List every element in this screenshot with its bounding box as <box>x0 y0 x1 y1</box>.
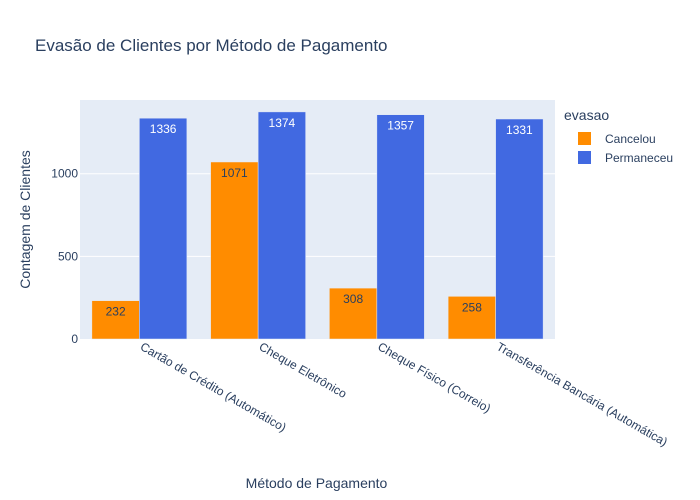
bar <box>91 300 140 340</box>
bars-group: 232 1336 1071 1374 308 1357 258 1331 <box>91 111 544 340</box>
bar-value-label: 258 <box>462 300 482 314</box>
bar <box>329 287 378 340</box>
y-tick-label: 1000 <box>51 167 78 181</box>
legend-item-label: Permaneceu <box>605 151 673 165</box>
x-axis-title: Método de Pagamento <box>246 475 388 491</box>
bar-value-label: 232 <box>106 305 126 319</box>
bar <box>210 161 259 340</box>
bar <box>257 111 306 340</box>
y-axis-ticks: 0 500 1000 <box>51 167 78 346</box>
x-axis-ticks: Cartão de Crédito (Automático)Cheque Ele… <box>138 339 670 449</box>
bar-value-label: 1331 <box>506 123 533 137</box>
x-tick-label: Transferência Bancária (Automática) <box>494 339 670 449</box>
x-tick-label: Cheque Físico (Correio) <box>375 339 493 415</box>
bar <box>376 114 425 340</box>
bar <box>447 296 496 340</box>
bar <box>495 118 544 340</box>
x-tick-label: Cheque Eletrônico <box>257 339 350 401</box>
bar-value-label: 1357 <box>387 119 414 133</box>
bar-value-label: 1336 <box>150 122 177 136</box>
y-tick-label: 0 <box>71 332 78 346</box>
bar-value-label: 1374 <box>269 116 296 130</box>
chart-title: Evasão de Clientes por Método de Pagamen… <box>35 36 388 55</box>
bar-value-label: 1071 <box>221 166 248 180</box>
legend-item-label: Cancelou <box>605 132 656 146</box>
bar-value-label: 308 <box>343 292 363 306</box>
y-axis-title: Contagem de Clientes <box>17 150 33 289</box>
legend-swatch <box>578 151 591 164</box>
legend-title: evasao <box>564 107 609 123</box>
y-tick-label: 500 <box>58 249 78 263</box>
bar <box>139 117 188 340</box>
legend: evasao Cancelou Permaneceu <box>564 107 673 165</box>
legend-swatch <box>578 132 591 145</box>
